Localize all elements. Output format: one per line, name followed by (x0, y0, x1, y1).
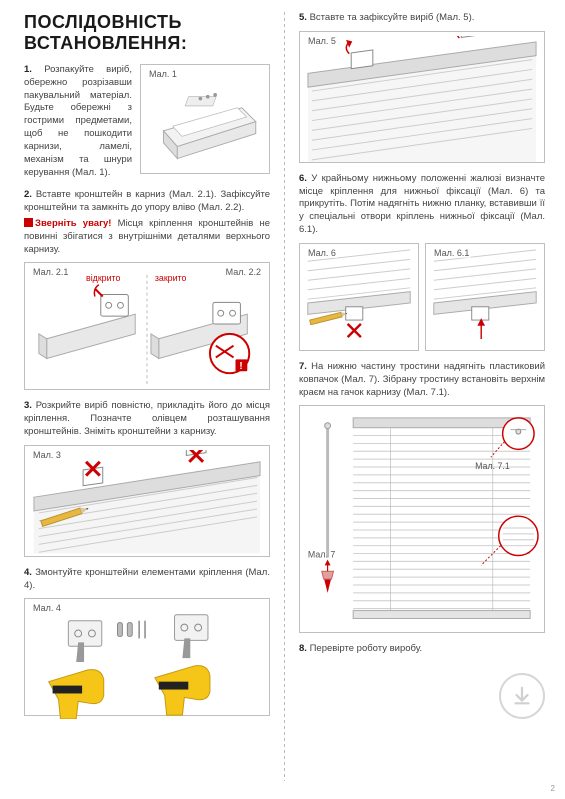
step-2-text: 2. Вставте кронштейн в карниз (Мал. 2.1)… (24, 189, 270, 215)
step-3-body: Розкрийте виріб повністю, прикладіть йог… (24, 400, 270, 437)
step-4-num: 4. (24, 567, 32, 578)
figure-4: Мал. 4 (24, 598, 270, 716)
step-4-body: Змонтуйте кронштейни елементами кріпленн… (24, 567, 270, 591)
figure-1-label: Мал. 1 (147, 69, 179, 79)
figure-2-illustration: відкрито закрито (29, 267, 265, 393)
svg-text:Мал. 7.1: Мал. 7.1 (475, 461, 510, 471)
page-number: 2 (551, 784, 555, 793)
open-label: відкрито (86, 273, 120, 283)
step-6-body: У крайньому нижньому положенні жалюзі ви… (299, 173, 545, 235)
figure-5-label: Мал. 5 (306, 36, 338, 46)
figure-3: Мал. 3 (24, 445, 270, 557)
page-title: ПОСЛІДОВНІСТЬ ВСТАНОВЛЕННЯ: (24, 12, 270, 54)
step-3: 3. Розкрийте виріб повністю, прикладіть … (24, 400, 270, 556)
figure-2-1-label: Мал. 2.1 (31, 267, 70, 277)
step-4: 4. Змонтуйте кронштейни елементами кріпл… (24, 567, 270, 717)
step-1-num: 1. (24, 64, 32, 75)
figure-6-1: Мал. 6.1 (425, 243, 545, 351)
step-3-text: 3. Розкрийте виріб повністю, прикладіть … (24, 400, 270, 438)
step-1-body: Розпакуйте виріб, обережно розрізавши па… (24, 64, 132, 178)
step-7-body: На нижню частину тростини надягніть плас… (299, 361, 545, 398)
attention-label: Зверніть увагу! (35, 218, 111, 229)
step-8: 8. Перевірте роботу виробу. (299, 643, 545, 656)
step-6: 6. У крайньому нижньому положенні жалюзі… (299, 173, 545, 351)
figure-6-illustration (304, 248, 414, 350)
step-7-text: 7. На нижню частину тростини надягніть п… (299, 361, 545, 399)
figure-6-label: Мал. 6 (306, 248, 338, 258)
step-2: 2. Вставте кронштейн в карниз (Мал. 2.1)… (24, 189, 270, 390)
step-5-num: 5. (299, 12, 307, 23)
figure-3-label: Мал. 3 (31, 450, 63, 460)
step-8-text: 8. Перевірте роботу виробу. (299, 643, 545, 656)
step-3-num: 3. (24, 400, 32, 411)
figure-6-row: Мал. 6 (299, 237, 545, 351)
step-5-text: 5. Вставте та зафіксуйте виріб (Мал. 5). (299, 12, 545, 25)
step-7-num: 7. (299, 361, 307, 372)
step-2-attention: Зверніть увагу! Місця кріплення кронштей… (24, 218, 270, 256)
step-2-num: 2. (24, 189, 32, 200)
step-8-body: Перевірте роботу виробу. (310, 643, 423, 654)
svg-text:!: ! (239, 362, 242, 373)
step-5: 5. Вставте та зафіксуйте виріб (Мал. 5).… (299, 12, 545, 163)
figure-6: Мал. 6 (299, 243, 419, 351)
figure-7-illustration: Мал. 7 (304, 410, 540, 634)
figure-4-label: Мал. 4 (31, 603, 63, 613)
step-6-num: 6. (299, 173, 307, 184)
watermark-icon (499, 673, 545, 719)
step-2-body: Вставте кронштейн в карниз (Мал. 2.1). З… (24, 189, 270, 213)
step-1-text: 1. Розпакуйте виріб, обережно розрізавши… (24, 64, 132, 179)
figure-5: Мал. 5 (299, 31, 545, 163)
figure-1: Мал. 1 (140, 64, 270, 174)
step-5-body: Вставте та зафіксуйте виріб (Мал. 5). (310, 12, 475, 23)
svg-text:Мал. 7: Мал. 7 (308, 550, 335, 560)
figure-2: Мал. 2.1 Мал. 2.2 відкрито закрито (24, 262, 270, 390)
step-1: 1. Розпакуйте виріб, обережно розрізавши… (24, 64, 270, 179)
closed-label: закрито (155, 273, 187, 283)
figure-2-2-label: Мал. 2.2 (224, 267, 263, 277)
figure-1-illustration (145, 69, 265, 171)
wand: Мал. 7 (308, 423, 335, 593)
figure-6-1-illustration (430, 248, 540, 350)
attention-icon (24, 218, 33, 227)
step-7: 7. На нижню частину тростини надягніть п… (299, 361, 545, 633)
figure-7: Мал. 7 (299, 405, 545, 633)
step-8-num: 8. (299, 643, 307, 654)
figure-4-illustration (29, 603, 265, 719)
figure-3-illustration (29, 450, 265, 560)
figure-5-illustration (304, 36, 540, 166)
figure-6-1-label: Мал. 6.1 (432, 248, 471, 258)
step-4-text: 4. Змонтуйте кронштейни елементами кріпл… (24, 567, 270, 593)
step-6-text: 6. У крайньому нижньому положенні жалюзі… (299, 173, 545, 237)
